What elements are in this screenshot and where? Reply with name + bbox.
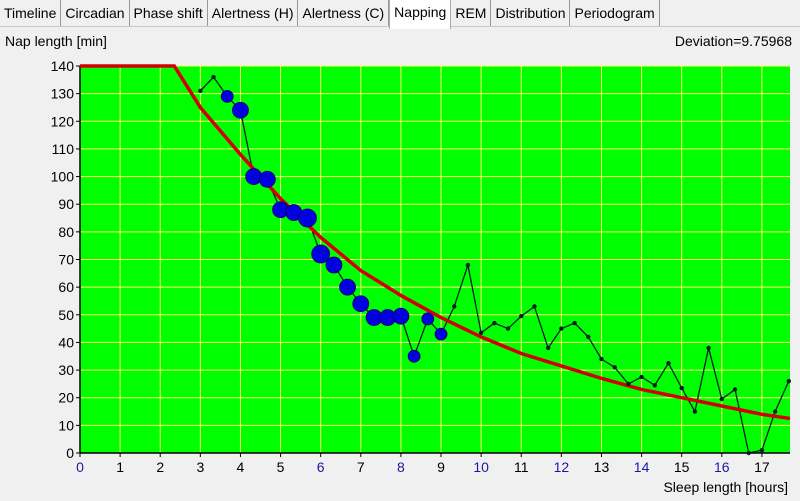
data-point (339, 278, 356, 296)
y-tick-label: 40 (58, 334, 74, 350)
data-point (599, 356, 604, 362)
data-point (198, 88, 203, 94)
data-point (559, 326, 564, 331)
x-tick-label: 15 (674, 459, 690, 475)
x-tick-label: 5 (277, 459, 285, 475)
x-tick-label: 8 (397, 459, 405, 475)
data-point (325, 256, 343, 274)
fit-curve (80, 64, 791, 421)
tab-distribution[interactable]: Distribution (491, 0, 571, 26)
tab-circadian[interactable]: Circadian (61, 0, 130, 26)
x-tick-label: 0 (76, 459, 84, 475)
tab-bar: Timeline Circadian Phase shift Alertness (H… (0, 0, 800, 29)
x-tick-label: 6 (317, 459, 325, 475)
data-point (706, 345, 711, 351)
tab-rem[interactable]: REM (451, 0, 492, 26)
y-tick-label: 90 (58, 196, 74, 212)
x-tick-label: 14 (634, 459, 650, 475)
y-tick-label: 30 (58, 362, 74, 378)
data-point (786, 378, 791, 384)
deviation-readout: Deviation=9.75968 (674, 33, 792, 49)
data-point (719, 396, 725, 402)
data-point (211, 74, 216, 80)
data-point (232, 101, 249, 119)
data-point (532, 304, 537, 309)
data-point (492, 320, 497, 326)
y-axis-label: Nap length [min] (5, 33, 107, 49)
x-tick-label: 17 (754, 459, 770, 475)
x-tick-label: 11 (514, 459, 529, 475)
data-point (478, 330, 484, 335)
x-tick-label: 2 (156, 459, 164, 475)
tab-timeline[interactable]: Timeline (0, 0, 62, 26)
data-point (746, 450, 751, 456)
tab-alertness-h[interactable]: Alertness (H) (208, 0, 299, 26)
y-tick-label: 120 (51, 113, 75, 129)
y-tick-label: 20 (58, 390, 74, 406)
data-point (407, 349, 421, 363)
data-point (311, 244, 331, 264)
y-tick-label: 0 (66, 445, 74, 461)
data-point (505, 326, 511, 331)
tab-phase-shift[interactable]: Phase shift (130, 0, 208, 26)
y-tick-label: 70 (58, 252, 74, 268)
x-tick-label: 7 (357, 459, 365, 475)
data-point (639, 374, 644, 380)
y-tick-label: 10 (58, 417, 74, 433)
y-tick-label: 110 (52, 141, 75, 157)
data-point (258, 170, 276, 188)
y-tick-label: 50 (58, 307, 74, 323)
data-point (612, 365, 617, 370)
data-point (759, 448, 765, 453)
data-point (586, 334, 591, 340)
data-point (666, 360, 671, 366)
x-tick-label: 10 (473, 459, 489, 475)
data-point (626, 381, 631, 387)
y-tick-label: 100 (51, 169, 75, 185)
tab-napping[interactable]: Napping (389, 0, 452, 29)
y-tick-label: 60 (58, 279, 74, 295)
x-tick-label: 16 (714, 459, 730, 475)
data-point (434, 327, 448, 341)
data-point (392, 307, 410, 325)
data-point (545, 345, 551, 351)
data-point (421, 312, 435, 326)
data-point (452, 304, 457, 309)
x-tick-label: 4 (237, 459, 245, 475)
data-point (465, 262, 471, 268)
data-point (519, 313, 524, 319)
data-point (220, 90, 234, 103)
data-point (679, 385, 684, 391)
data-point (692, 409, 698, 414)
x-tick-label: 13 (594, 459, 610, 475)
data-point (772, 409, 778, 414)
x-tick-label: 12 (554, 459, 570, 475)
x-tick-label: 3 (196, 459, 204, 475)
data-point (245, 168, 263, 185)
y-tick-label: 130 (51, 86, 75, 102)
data-point (572, 320, 577, 326)
data-point (352, 295, 370, 313)
tab-alertness-c[interactable]: Alertness (C) (298, 0, 390, 26)
x-tick-label: 9 (437, 459, 445, 475)
x-tick-label: 1 (116, 459, 124, 475)
data-point (732, 387, 738, 392)
y-tick-label: 140 (51, 58, 75, 74)
x-axis-label: Sleep length [hours] (663, 479, 788, 495)
data-point (298, 208, 317, 228)
y-tick-label: 80 (58, 224, 74, 240)
tab-periodogram[interactable]: Periodogram (570, 0, 660, 26)
data-point (652, 383, 658, 388)
